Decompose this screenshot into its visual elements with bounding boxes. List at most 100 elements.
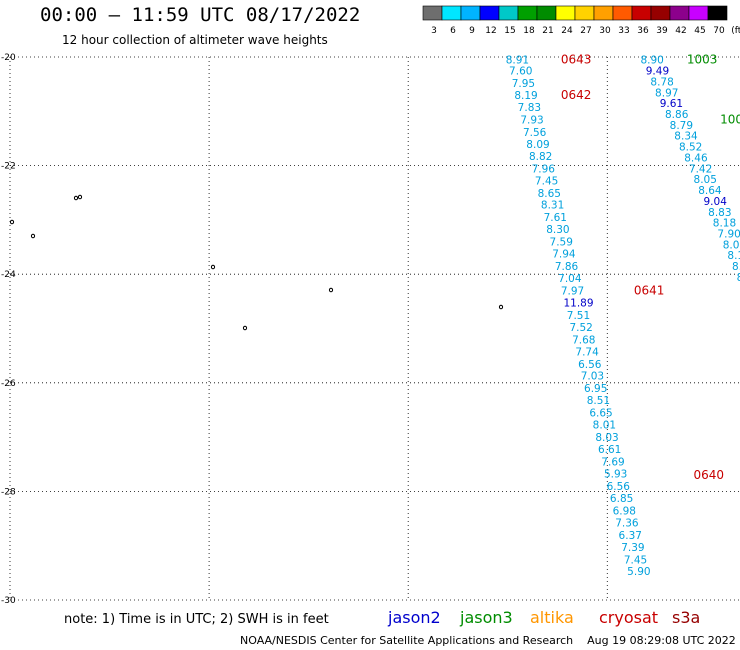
swh-label: 7.42 — [689, 163, 712, 175]
scale-label: 24 — [561, 26, 573, 35]
swh-label: 8.34 — [674, 131, 698, 143]
island-outline — [242, 325, 248, 331]
swh-label: 7.45 — [624, 554, 647, 566]
swh-label: 8.19 — [514, 90, 537, 102]
scale-label: 21 — [542, 26, 553, 35]
y-tick-label: -26 — [1, 379, 16, 389]
mission-label-altika: altika — [530, 608, 574, 627]
y-tick-label: -28 — [1, 487, 16, 497]
credit-line: NOAA/NESDIS Center for Satellite Applica… — [240, 634, 736, 647]
swh-label: 7.59 — [550, 237, 573, 249]
swh-label: 8.52 — [679, 142, 702, 154]
swh-label: 6.56 — [578, 359, 602, 371]
y-tick-label: -20 — [1, 53, 16, 63]
swh-label: 8.01 — [593, 420, 616, 432]
pass-number-label: 0641 — [634, 283, 665, 297]
scale-label: 36 — [637, 26, 649, 35]
swh-label: 8.91 — [506, 55, 529, 67]
swh-label: 7.74 — [575, 346, 599, 358]
swh-label: 7.94 — [552, 249, 576, 261]
island-outline — [328, 287, 334, 293]
scale-label: 27 — [580, 26, 591, 35]
island-outline — [77, 194, 83, 200]
swh-label: 8.09 — [526, 139, 549, 151]
scale-label: 33 — [618, 26, 629, 35]
island-outline — [30, 233, 36, 239]
island-outline — [210, 264, 216, 270]
swh-label: 8.82 — [529, 151, 552, 163]
y-tick-label: -30 — [1, 596, 16, 605]
mission-label-s3a: s3a — [672, 608, 701, 627]
mission-label-cryosat: cryosat — [599, 608, 659, 627]
swh-label: 6.56 — [607, 481, 631, 493]
scale-label: 70 — [713, 26, 725, 35]
chart-subtitle: 12 hour collection of altimeter wave hei… — [62, 33, 328, 47]
swh-label: 7.86 — [555, 261, 579, 273]
swh-label: 7.61 — [544, 212, 567, 224]
swh-label: 7.03 — [581, 371, 604, 383]
swh-label: 6.95 — [584, 383, 607, 395]
scale-label: 42 — [675, 26, 686, 35]
swh-label: 9.61 — [660, 98, 683, 110]
swh-label: 7.96 — [532, 163, 556, 175]
swh-label: 8.08 — [723, 239, 740, 251]
swh-label: 8.05 — [694, 174, 717, 186]
swh-label: 11.89 — [563, 297, 593, 309]
swh-label: 6.65 — [589, 408, 612, 420]
swh-label: 8.46 — [684, 152, 708, 164]
mission-label-jason3: jason3 — [460, 608, 513, 627]
scale-label: 30 — [599, 26, 611, 35]
swh-label: 7.68 — [572, 334, 595, 346]
chart-title: 00:00 – 11:59 UTC 08/17/2022 — [40, 4, 361, 26]
swh-label: 7.04 — [558, 273, 582, 285]
island-outline — [498, 304, 504, 310]
swh-label: 9.49 — [646, 66, 669, 78]
swh-label: 8.11 — [737, 272, 740, 284]
mission-label-jason2: jason2 — [388, 608, 441, 627]
swh-label: 8.90 — [640, 55, 663, 67]
swh-label: 8.31 — [541, 200, 564, 212]
swh-label: 8.78 — [650, 76, 673, 88]
footnote: note: 1) Time is in UTC; 2) SWH is in fe… — [64, 612, 329, 627]
swh-label: 8.97 — [655, 87, 678, 99]
swh-label: 8.79 — [670, 120, 693, 132]
swh-label: 6.37 — [619, 530, 642, 542]
swh-label: 8.25 — [732, 261, 740, 273]
swh-label: 8.03 — [595, 432, 618, 444]
swh-label: 7.93 — [520, 114, 543, 126]
swh-label: 7.45 — [535, 175, 558, 187]
pass-number-label: 1003 — [687, 53, 718, 67]
swh-label: 7.83 — [518, 102, 541, 114]
swh-label: 6.98 — [613, 505, 636, 517]
y-tick-label: -24 — [1, 270, 16, 280]
scale-label: 39 — [656, 26, 668, 35]
swh-label: 7.69 — [601, 457, 624, 469]
swh-label: 7.97 — [561, 285, 584, 297]
pass-number-label: 0643 — [561, 53, 592, 67]
swh-label: 7.36 — [615, 517, 639, 529]
swh-label: 7.52 — [569, 322, 592, 334]
scale-label: 3 — [431, 26, 437, 35]
island-outline — [9, 219, 15, 225]
swh-label: 8.51 — [587, 395, 610, 407]
swh-label: 7.90 — [717, 228, 740, 240]
swh-label: 7.60 — [509, 66, 532, 78]
scale-label: 12 — [485, 26, 496, 35]
scale-label: 15 — [504, 26, 515, 35]
swh-label: 5.90 — [627, 566, 650, 578]
swh-label: 7.56 — [523, 127, 547, 139]
swh-label: 9.04 — [704, 196, 728, 208]
swh-label: 8.30 — [546, 224, 569, 236]
scale-label: 18 — [523, 26, 535, 35]
swh-label: 7.51 — [567, 310, 590, 322]
swh-label: 8.19 — [727, 250, 740, 262]
swh-label: 5.93 — [604, 468, 627, 480]
swh-label: 6.61 — [598, 444, 621, 456]
swh-label: 8.64 — [698, 185, 722, 197]
island-outline — [73, 195, 79, 201]
swh-label: 8.18 — [713, 218, 736, 230]
swh-label: 8.83 — [708, 207, 731, 219]
swh-label: 8.86 — [665, 109, 689, 121]
y-tick-label: -22 — [1, 162, 16, 172]
